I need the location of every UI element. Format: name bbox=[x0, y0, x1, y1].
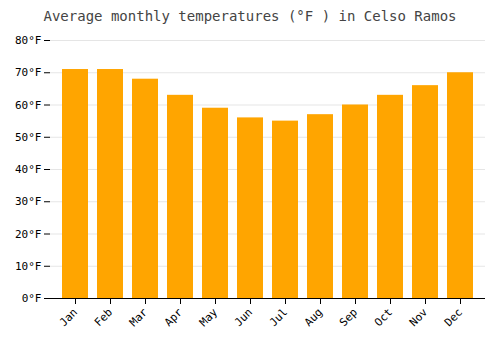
svg-text:50°F: 50°F bbox=[15, 131, 42, 144]
svg-text:70°F: 70°F bbox=[15, 66, 42, 79]
svg-text:Jul: Jul bbox=[267, 306, 290, 329]
svg-text:Jan: Jan bbox=[57, 306, 80, 329]
svg-text:80°F: 80°F bbox=[15, 34, 42, 47]
svg-text:20°F: 20°F bbox=[15, 228, 42, 241]
svg-text:Apr: Apr bbox=[162, 305, 186, 329]
svg-text:Jun: Jun bbox=[232, 306, 255, 329]
svg-text:60°F: 60°F bbox=[15, 99, 42, 112]
svg-text:0°F: 0°F bbox=[22, 292, 42, 305]
html-text:Average monthly temperatures (: Average monthly temperatures (°F ) in Ce… bbox=[43, 8, 457, 24]
svg-text:Nov: Nov bbox=[407, 305, 431, 329]
svg-text:May: May bbox=[197, 305, 221, 329]
svg-text:Sep: Sep bbox=[337, 306, 360, 329]
svg-text:Aug: Aug bbox=[302, 306, 325, 329]
svg-text:Feb: Feb bbox=[92, 306, 115, 329]
svg-text:Dec: Dec bbox=[442, 306, 465, 329]
svg-text:Mar: Mar bbox=[127, 305, 151, 329]
svg-text:Oct: Oct bbox=[372, 306, 395, 329]
svg-text:10°F: 10°F bbox=[15, 260, 42, 273]
svg-text:40°F: 40°F bbox=[15, 163, 42, 176]
svg-text:30°F: 30°F bbox=[15, 195, 42, 208]
